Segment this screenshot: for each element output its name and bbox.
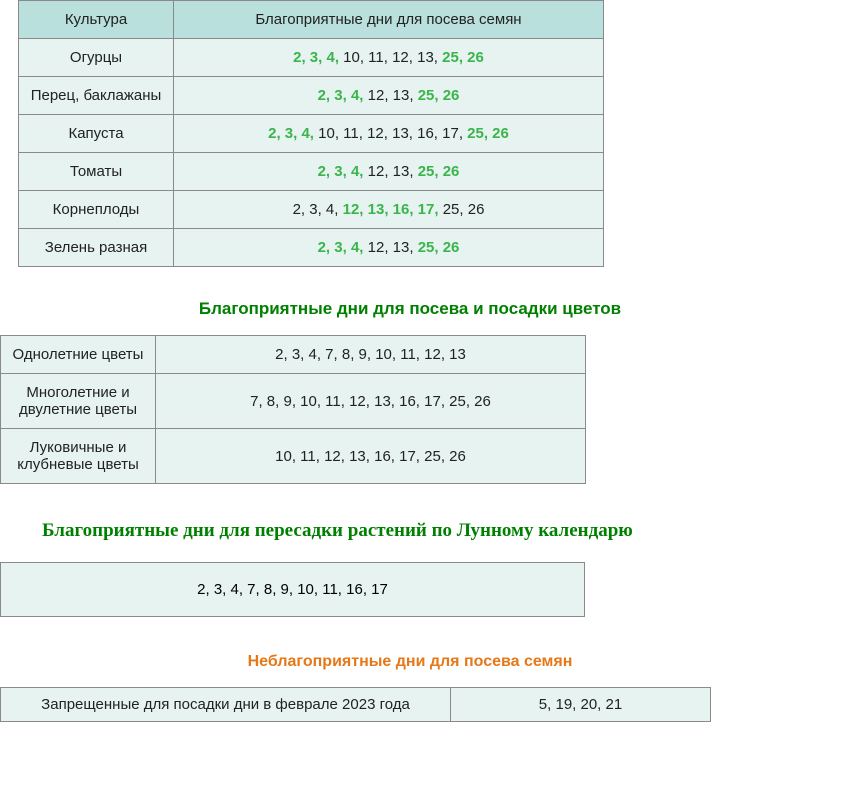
transplant-days-cell: 2, 3, 4, 7, 8, 9, 10, 11, 16, 17 [1, 563, 585, 617]
favorable-day-highlight: 2, 3, 4, [293, 49, 339, 66]
table-row: Многолетние и двулетние цветы7, 8, 9, 10… [1, 374, 586, 429]
flowers-table: Однолетние цветы2, 3, 4, 7, 8, 9, 10, 11… [0, 335, 586, 484]
flowers-heading: Благоприятные дни для посева и посадки ц… [60, 299, 760, 319]
days-cell: 2, 3, 4, 12, 13, 16, 17, 25, 26 [174, 191, 604, 229]
days-cell: 2, 3, 4, 12, 13, 25, 26 [174, 77, 604, 115]
culture-cell: Однолетние цветы [1, 336, 156, 374]
days-cell: 2, 3, 4, 10, 11, 12, 13, 16, 17, 25, 26 [174, 115, 604, 153]
table-row: Корнеплоды2, 3, 4, 12, 13, 16, 17, 25, 2… [19, 191, 604, 229]
favorable-day: 12, 13, [363, 163, 417, 180]
header-days: Благоприятные дни для посева семян [174, 1, 604, 39]
favorable-day-highlight: 25, 26 [418, 239, 460, 256]
favorable-day: 25, 26 [439, 201, 485, 218]
favorable-day-highlight: 25, 26 [418, 163, 460, 180]
favorable-day-highlight: 2, 3, 4, [318, 239, 364, 256]
favorable-day-highlight: 2, 3, 4, [318, 163, 364, 180]
culture-cell: Зелень разная [19, 229, 174, 267]
table-row: Капуста2, 3, 4, 10, 11, 12, 13, 16, 17, … [19, 115, 604, 153]
seeds-table: Культура Благоприятные дни для посева се… [18, 0, 604, 267]
transplant-table: 2, 3, 4, 7, 8, 9, 10, 11, 16, 17 [0, 562, 585, 617]
table-row: Луковичные и клубневые цветы10, 11, 12, … [1, 429, 586, 484]
favorable-day-highlight: 25, 26 [467, 125, 509, 142]
days-cell: 10, 11, 12, 13, 16, 17, 25, 26 [156, 429, 586, 484]
favorable-day: 10, 11, 12, 13, 16, 17, [314, 125, 467, 142]
table-row: Однолетние цветы2, 3, 4, 7, 8, 9, 10, 11… [1, 336, 586, 374]
culture-cell: Томаты [19, 153, 174, 191]
culture-cell: Перец, баклажаны [19, 77, 174, 115]
table-row: Перец, баклажаны2, 3, 4, 12, 13, 25, 26 [19, 77, 604, 115]
days-cell: 2, 3, 4, 10, 11, 12, 13, 25, 26 [174, 39, 604, 77]
culture-cell: Многолетние и двулетние цветы [1, 374, 156, 429]
table-row: Зелень разная2, 3, 4, 12, 13, 25, 26 [19, 229, 604, 267]
culture-cell: Капуста [19, 115, 174, 153]
header-culture: Культура [19, 1, 174, 39]
days-cell: 7, 8, 9, 10, 11, 12, 13, 16, 17, 25, 26 [156, 374, 586, 429]
days-cell: 2, 3, 4, 7, 8, 9, 10, 11, 12, 13 [156, 336, 586, 374]
table-row: 2, 3, 4, 7, 8, 9, 10, 11, 16, 17 [1, 563, 585, 617]
culture-cell: Корнеплоды [19, 191, 174, 229]
bad-days-table: Запрещенные для посадки дни в феврале 20… [0, 687, 711, 722]
culture-cell: Луковичные и клубневые цветы [1, 429, 156, 484]
transplant-heading: Благоприятные дни для пересадки растений… [42, 520, 843, 542]
favorable-day: 2, 3, 4, [293, 201, 343, 218]
favorable-day-highlight: 12, 13, 16, 17, [343, 201, 439, 218]
favorable-day-highlight: 25, 26 [442, 49, 484, 66]
days-cell: 2, 3, 4, 12, 13, 25, 26 [174, 153, 604, 191]
bad-days-cell: 5, 19, 20, 21 [451, 688, 711, 722]
table-row: Томаты2, 3, 4, 12, 13, 25, 26 [19, 153, 604, 191]
favorable-day: 10, 11, 12, 13, [339, 49, 442, 66]
bad-days-heading: Неблагоприятные дни для посева семян [60, 653, 760, 671]
favorable-day: 12, 13, [363, 87, 417, 104]
seeds-header-row: Культура Благоприятные дни для посева се… [19, 1, 604, 39]
favorable-day-highlight: 2, 3, 4, [268, 125, 314, 142]
table-row: Запрещенные для посадки дни в феврале 20… [1, 688, 711, 722]
favorable-day-highlight: 25, 26 [418, 87, 460, 104]
culture-cell: Огурцы [19, 39, 174, 77]
favorable-day: 12, 13, [363, 239, 417, 256]
bad-label-cell: Запрещенные для посадки дни в феврале 20… [1, 688, 451, 722]
days-cell: 2, 3, 4, 12, 13, 25, 26 [174, 229, 604, 267]
favorable-day-highlight: 2, 3, 4, [318, 87, 364, 104]
table-row: Огурцы2, 3, 4, 10, 11, 12, 13, 25, 26 [19, 39, 604, 77]
